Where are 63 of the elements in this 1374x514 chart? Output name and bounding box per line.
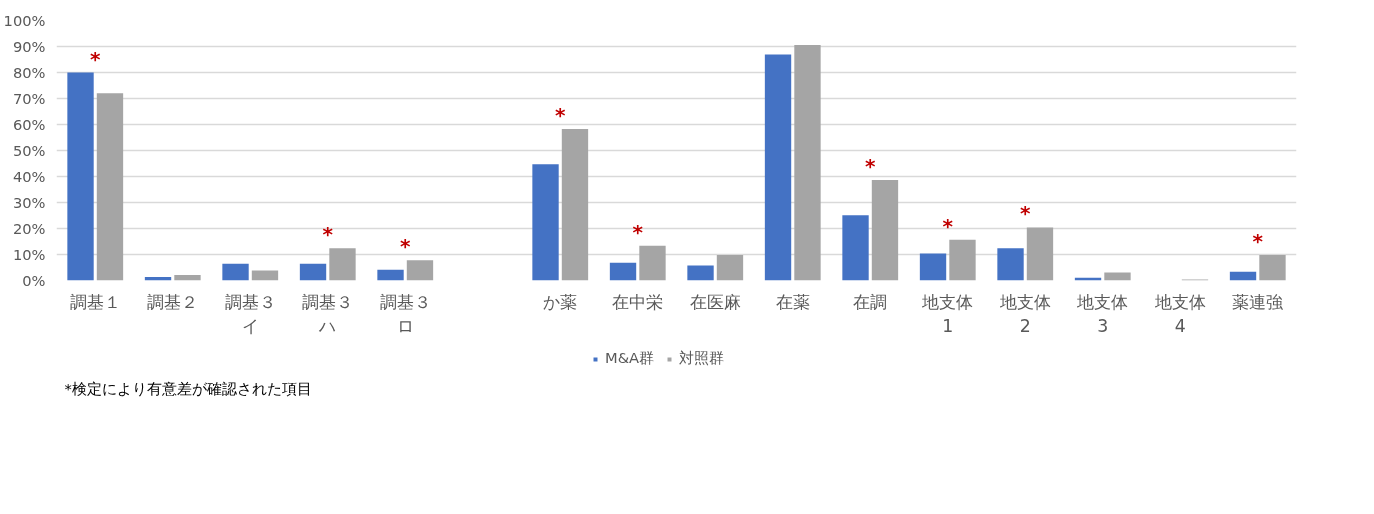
bar — [406, 260, 434, 281]
bar — [377, 269, 404, 281]
y-tick-label: 60% — [12, 116, 46, 133]
annotation: * — [1020, 201, 1032, 226]
annotation: * — [400, 234, 412, 259]
legend-label: M&A群 — [605, 349, 655, 368]
x-tick-label: 在中栄 — [612, 291, 664, 312]
bar — [919, 253, 947, 281]
y-tick-label: 70% — [12, 90, 46, 107]
y-tick-label: 100% — [3, 12, 46, 29]
x-tick-label: 在医麻 — [689, 291, 741, 312]
x-tick-label: か薬 — [543, 291, 578, 312]
annotation: * — [555, 102, 567, 127]
x-tick-label: 在薬 — [775, 291, 810, 312]
x-tick-label: 地支体3 — [1076, 291, 1129, 336]
bar — [639, 245, 666, 281]
y-tick-label: 0% — [22, 272, 46, 289]
bar — [609, 262, 637, 281]
bar — [1259, 255, 1286, 281]
x-tick-label: 調基３ハ — [302, 291, 354, 336]
y-tick-label: 40% — [12, 168, 46, 185]
annotation: * — [90, 46, 102, 71]
annotation: * — [942, 213, 954, 238]
annotation: * — [1252, 229, 1264, 254]
x-tick-label: 調基３ロ — [379, 291, 431, 336]
bar — [222, 263, 249, 281]
x-tick-label: 調基３イ — [224, 291, 276, 336]
bar — [299, 263, 327, 281]
x-tick-label: 在調 — [853, 291, 888, 312]
x-tick-label: 地支体2 — [998, 291, 1051, 336]
x-tick-label: 地支体4 — [1153, 291, 1206, 336]
bar — [949, 239, 976, 281]
bar — [67, 72, 94, 281]
x-tick-label: 調基１ — [69, 291, 121, 312]
bar — [1104, 272, 1131, 281]
bar — [716, 255, 744, 281]
bar — [997, 248, 1024, 281]
legend-label: 対照群 — [679, 349, 725, 368]
x-tick-label: 薬連強 — [1232, 291, 1284, 312]
y-tick-label: 80% — [12, 64, 46, 81]
bar — [251, 270, 279, 281]
annotation: * — [632, 219, 644, 244]
annotation: * — [865, 153, 877, 178]
y-tick-label: 30% — [12, 194, 46, 211]
y-tick-label: 20% — [12, 220, 46, 237]
bar — [871, 179, 899, 281]
bar — [96, 93, 124, 281]
bar — [687, 265, 714, 281]
bar — [532, 164, 559, 281]
bar — [1026, 227, 1054, 281]
y-tick-label: 10% — [12, 246, 46, 263]
bar — [561, 128, 589, 281]
bar — [842, 215, 869, 281]
annotation: * — [322, 222, 334, 247]
bar — [794, 44, 821, 281]
bar — [174, 275, 201, 281]
text: *検定により有意差が確認された項目 — [64, 379, 312, 397]
y-tick-label: 90% — [12, 38, 46, 55]
y-tick-label: 50% — [12, 142, 46, 159]
bar — [329, 248, 356, 281]
x-tick-label: 調基２ — [147, 291, 199, 312]
bar — [764, 54, 792, 281]
x-tick-label: 地支体1 — [921, 291, 974, 336]
